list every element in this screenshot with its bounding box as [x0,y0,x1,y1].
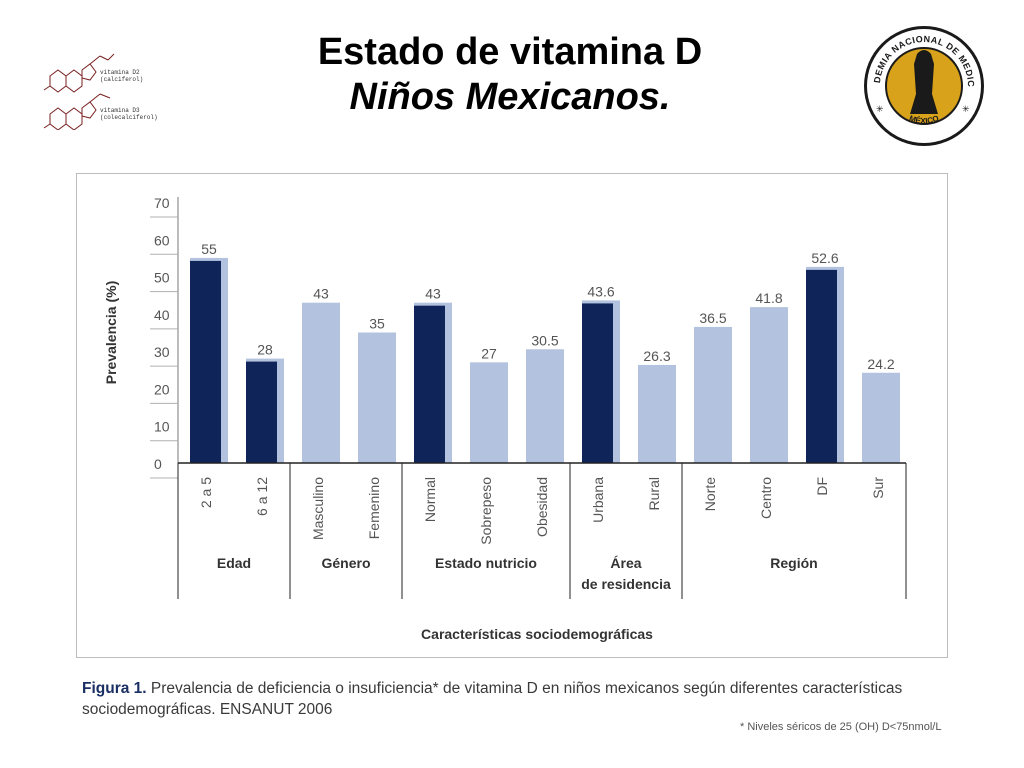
x-tick-label: Sur [870,477,886,499]
data-label: 28 [257,342,273,358]
y-tick-label: 10 [154,419,170,435]
bar [358,332,396,463]
group-label: Edad [217,555,251,571]
data-label: 41.8 [755,290,782,306]
chart-frame [76,173,948,658]
x-tick-label: DF [814,477,830,496]
data-label: 43.6 [587,283,614,299]
academia-seal-logo: ACADEMIA NACIONAL DE MEDICINA MÉXICO ✳ ✳ [862,24,984,146]
y-tick-label: 70 [154,195,170,211]
bar [806,269,837,463]
seal-star-left: ✳ [876,104,884,114]
x-tick-label: 2 a 5 [198,477,214,508]
data-label: 52.6 [811,250,838,266]
group-label: Área [610,555,641,571]
title-line-1: Estado de vitamina D [317,31,703,73]
slide-title: Estado de vitamina D Niños Mexicanos. [200,30,820,120]
bar [190,260,221,463]
prevalence-bar-chart: 0 10 20 30 40 50 60 70 Prevalencia (%) 55 2 a 5 28 6… [103,195,907,642]
y-tick-label: 20 [154,381,170,397]
group-label: Estado nutricio [435,555,537,571]
caption-text: Prevalencia de deficiencia o insuficienc… [82,680,903,718]
bar [638,364,676,463]
y-tick-label: 0 [154,456,162,472]
x-tick-label: Centro [758,477,774,519]
bar [470,362,508,463]
figure-caption: Figura 1. Prevalencia de deficiencia o i… [82,678,962,720]
data-label: 30.5 [531,332,558,348]
title-line-2: Niños Mexicanos. [349,76,671,118]
seal-star-right: ✳ [962,104,970,114]
x-tick-label: Masculino [310,477,326,540]
caption-footnote: * Niveles séricos de 25 (OH) D<75nmol/L [740,721,942,733]
x-axis-label: Características sociodemográficas [421,626,653,642]
molecule-label-d3: vitamina D3 [100,107,140,114]
molecule-label-d2: vitamina D2 [100,69,140,76]
x-tick-label: Norte [702,477,718,511]
group-label: Género [321,555,370,571]
x-tick-label: Urbana [590,477,606,523]
y-tick-label: 60 [154,232,170,248]
molecule-label-d3-name: (colecalciferol) [100,114,158,121]
caption-label: Figura 1. [82,680,147,697]
data-label: 43 [425,286,441,302]
bar [526,349,564,463]
x-tick-label: Rural [646,477,662,510]
data-label: 43 [313,286,329,302]
x-tick-label: Femenino [366,477,382,539]
vitamin-d-structure-icon: vitamina D2 (calciferol) vitamina D3 (co… [43,53,158,130]
y-tick-label: 50 [154,270,170,286]
bar [862,372,900,463]
y-tick-label: 30 [154,344,170,360]
bar [302,302,340,463]
y-tick-label: 40 [154,307,170,323]
x-tick-label: 6 a 12 [254,477,270,516]
data-label: 26.3 [643,348,670,364]
data-label: 55 [201,241,217,257]
molecule-label-d2-name: (calciferol) [100,76,143,83]
seal-bottom-text: MÉXICO [908,114,940,126]
data-label: 35 [369,316,385,332]
group-label: de residencia [581,576,671,592]
x-tick-label: Obesidad [534,477,550,537]
group-label: Región [770,555,817,571]
data-label: 24.2 [867,356,894,372]
bar [414,305,445,463]
bar [750,307,788,463]
data-label: 27 [481,345,497,361]
bar [582,303,613,463]
bar [694,326,732,463]
x-tick-label: Normal [422,477,438,522]
data-label: 36.5 [699,310,726,326]
y-axis-label: Prevalencia (%) [103,281,119,385]
x-tick-label: Sobrepeso [478,477,494,545]
bar [246,361,277,463]
